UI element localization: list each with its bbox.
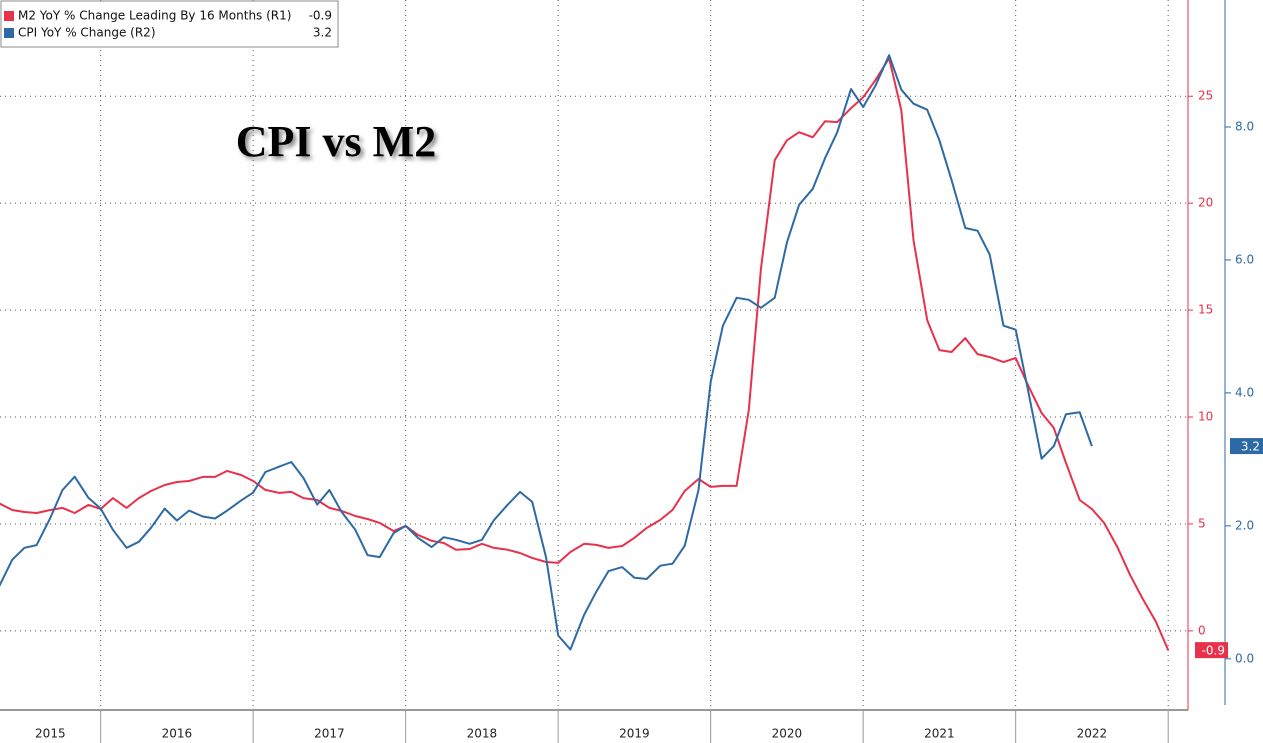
- legend-box: [0, 0, 339, 48]
- x-axis-band: [0, 710, 1188, 743]
- chart-title: CPI vs M2: [236, 117, 436, 166]
- x-tick-label: 2022: [1077, 727, 1108, 741]
- value-tag-label: -0.9: [1202, 644, 1225, 658]
- legend-swatch: [4, 28, 14, 38]
- y2-tick-label: 4.0: [1235, 385, 1254, 399]
- x-tick-label: 2020: [772, 727, 803, 741]
- x-tick-label: 2017: [314, 727, 345, 741]
- legend-label: CPI YoY % Change (R2): [18, 26, 156, 40]
- legend-swatch: [4, 11, 14, 21]
- y-tick-label: 25: [1198, 89, 1213, 103]
- legend-label: M2 YoY % Change Leading By 16 Months (R1…: [18, 9, 291, 23]
- x-tick-label: 2019: [619, 727, 650, 741]
- y-tick-label: 0: [1198, 623, 1206, 637]
- y2-tick-label: 2.0: [1235, 518, 1254, 532]
- series-line: [0, 57, 1170, 651]
- line-layer: [0, 54, 1170, 651]
- y2-tick-label: 6.0: [1235, 252, 1254, 266]
- y2-tick-label: 0.0: [1235, 651, 1254, 665]
- y-tick-label: 15: [1198, 303, 1213, 317]
- legend: M2 YoY % Change Leading By 16 Months (R1…: [0, 0, 339, 48]
- x-tick-label: 2018: [467, 727, 498, 741]
- axis-layer: 0 5 10 15 20 25 0.0 2.0 4.0 6.0 8.0 2015 2016 2017 201…: [35, 89, 1263, 743]
- legend-value: -0.9: [309, 9, 332, 23]
- grid-layer: [0, 0, 1188, 710]
- x-tick-label: 2016: [162, 727, 193, 741]
- x-tick-label: 2015: [35, 727, 66, 741]
- value-tag: [1230, 438, 1263, 455]
- y2-tick-label: 8.0: [1235, 119, 1254, 133]
- x-tick-label: 2021: [924, 727, 955, 741]
- y-tick-label: 5: [1198, 516, 1206, 530]
- value-tag: [1195, 642, 1228, 659]
- value-tag-label: 3.2: [1241, 440, 1260, 454]
- legend-value: 3.2: [313, 26, 332, 40]
- series-line: [0, 54, 1093, 651]
- y-tick-label: 10: [1198, 410, 1213, 424]
- y-tick-label: 20: [1198, 196, 1213, 210]
